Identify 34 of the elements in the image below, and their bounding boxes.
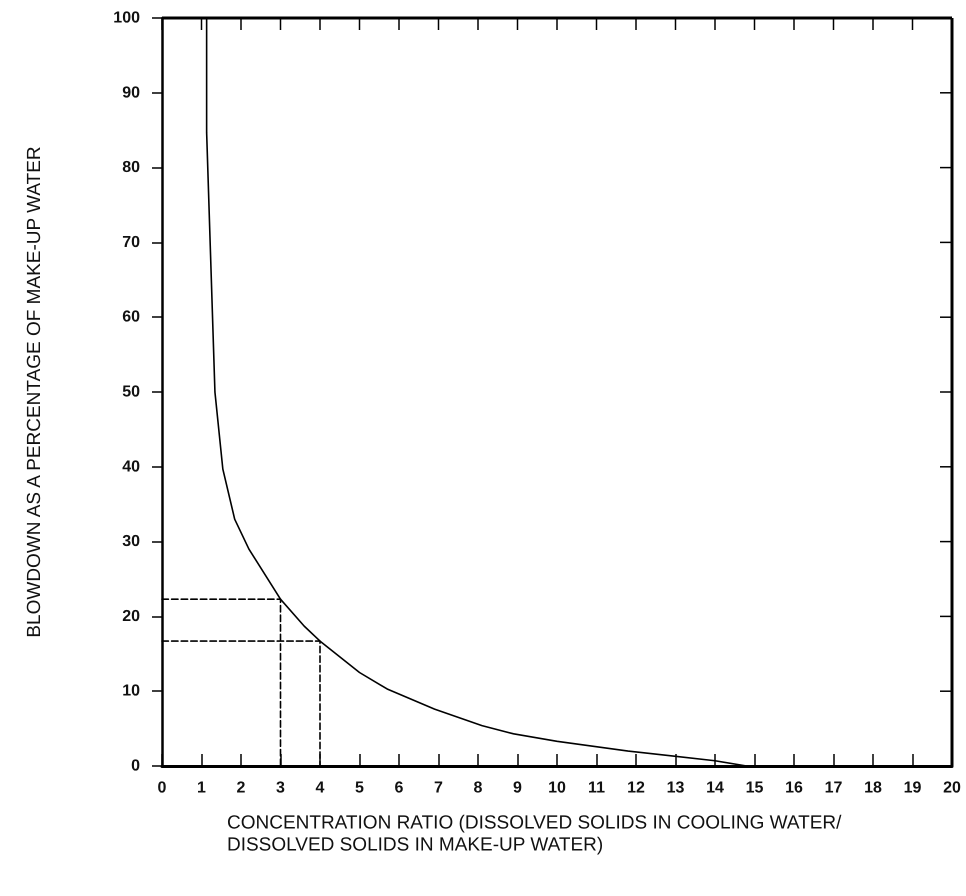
- y-tick-label: 60: [122, 308, 140, 326]
- y-tick-label: 80: [122, 159, 140, 176]
- x-tick-label: 17: [824, 780, 842, 796]
- y-tick-label: 40: [122, 458, 140, 476]
- x-axis-title: CONCENTRATION RATIO (DISSOLVED SOLIDS IN COOLING WATER/ DISSOLVED SOLIDS IN MAKE-UP WATER): [227, 812, 847, 856]
- x-tick-label: 7: [434, 780, 444, 796]
- y-tick-label: 30: [122, 533, 140, 550]
- y-tick-label: 20: [122, 608, 140, 625]
- x-tick-label: 11: [588, 780, 606, 796]
- y-axis-title: BLOWDOWN AS A PERCENTAGE OF MAKE-UP WATER: [24, 146, 45, 638]
- x-tick-label: 18: [864, 780, 882, 796]
- x-tick-label: 20: [943, 780, 961, 796]
- x-tick-label: 5: [355, 780, 364, 796]
- x-tick-label: 10: [548, 780, 566, 796]
- x-tick-label: 9: [513, 780, 522, 796]
- y-tick-label: 0: [131, 758, 140, 774]
- y-tick-label: 90: [122, 84, 140, 102]
- x-tick-label: 1: [197, 780, 206, 796]
- y-tick-label: 10: [122, 682, 140, 700]
- x-tick-label: 13: [666, 780, 684, 796]
- x-tick-label: 8: [474, 780, 483, 796]
- x-tick-label: 16: [785, 780, 803, 796]
- x-tick-label: 4: [316, 780, 325, 796]
- x-tick-label: 19: [904, 780, 922, 796]
- x-tick-label: 15: [746, 780, 764, 796]
- x-tick-label: 14: [706, 780, 724, 796]
- x-tick-label: 3: [276, 780, 286, 796]
- x-tick-label: 0: [158, 780, 167, 796]
- x-tick-label: 2: [236, 780, 246, 796]
- y-tick-label: 100: [113, 10, 140, 26]
- x-tick-label: 6: [394, 780, 404, 796]
- y-tick-label: 50: [122, 384, 140, 400]
- y-tick-label: 70: [122, 234, 140, 251]
- x-tick-label: 12: [627, 780, 645, 796]
